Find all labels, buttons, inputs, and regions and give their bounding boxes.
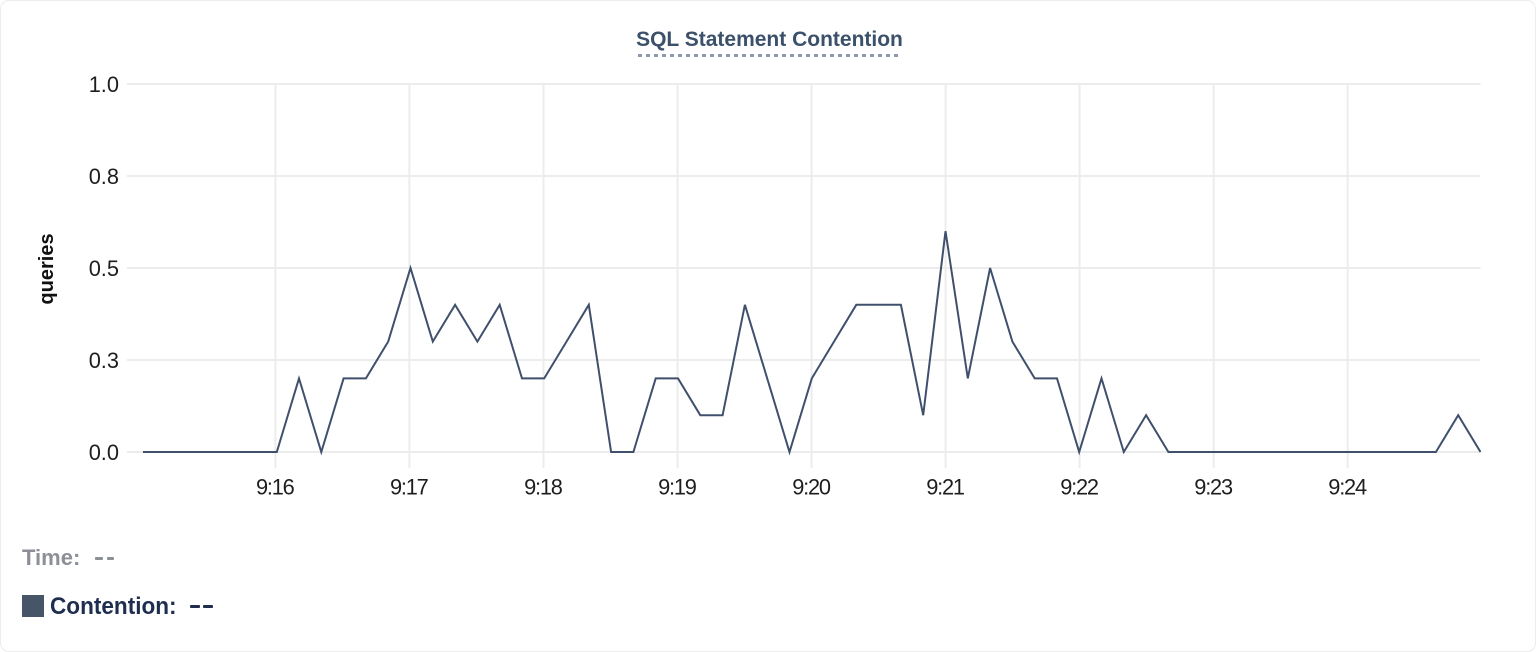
svg-text:9:23: 9:23 bbox=[1194, 475, 1233, 500]
svg-text:1.0: 1.0 bbox=[89, 72, 119, 97]
svg-text:9:22: 9:22 bbox=[1060, 475, 1099, 500]
svg-text:0.5: 0.5 bbox=[89, 256, 119, 281]
svg-text:0.8: 0.8 bbox=[89, 164, 119, 189]
svg-text:9:18: 9:18 bbox=[524, 475, 563, 500]
svg-text:queries: queries bbox=[36, 233, 58, 304]
svg-text:9:21: 9:21 bbox=[926, 475, 965, 500]
svg-text:0.0: 0.0 bbox=[89, 440, 119, 465]
svg-text:9:20: 9:20 bbox=[792, 475, 831, 500]
svg-text:9:24: 9:24 bbox=[1328, 475, 1367, 500]
svg-text:9:17: 9:17 bbox=[390, 475, 429, 500]
svg-text:0.3: 0.3 bbox=[89, 348, 119, 373]
svg-text:9:19: 9:19 bbox=[658, 475, 697, 500]
svg-text:9:16: 9:16 bbox=[256, 475, 295, 500]
